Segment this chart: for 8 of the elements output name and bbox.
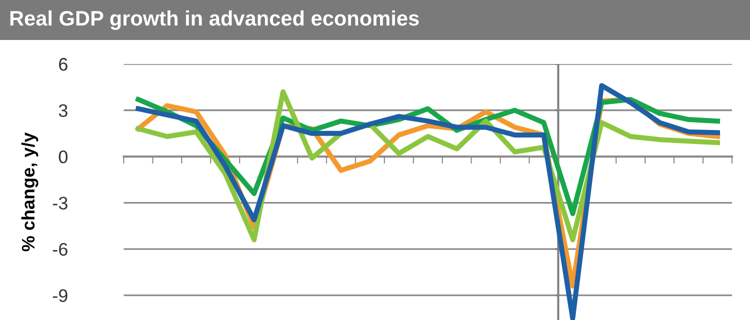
y-tick-label: 3 <box>58 104 68 117</box>
chart-title: Real GDP growth in advanced economies <box>10 10 419 30</box>
y-tick-label: -3 <box>52 196 68 210</box>
y-tick-label: -6 <box>52 242 68 256</box>
y-tick-label: 0 <box>58 150 68 164</box>
y-axis-title: % change, y/y <box>21 132 38 252</box>
y-tick-label: 6 <box>59 58 68 71</box>
y-tick-label: -9 <box>52 289 68 302</box>
